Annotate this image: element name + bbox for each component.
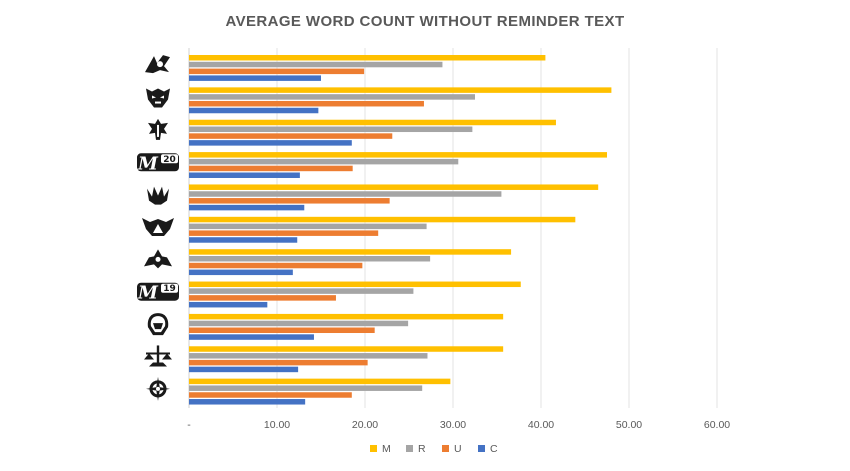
legend-swatch xyxy=(370,445,377,452)
legend-item-c[interactable]: C xyxy=(478,443,498,455)
bar-m-7 xyxy=(189,249,512,255)
bar-r-9 xyxy=(189,320,409,327)
chart-title: AVERAGE WORD COUNT WITHOUT REMINDER TEXT xyxy=(225,13,625,30)
bar-m-11 xyxy=(189,378,451,385)
bar-m-1 xyxy=(189,55,546,61)
bar-c-2 xyxy=(189,107,319,114)
castle-gate-icon xyxy=(144,249,172,269)
x-tick-label: 20.00 xyxy=(352,419,378,431)
bar-u-4 xyxy=(189,165,353,172)
bar-c-7 xyxy=(189,269,293,276)
bar-m-5 xyxy=(189,184,599,190)
legend-label: C xyxy=(490,443,498,455)
legend-item-u[interactable]: U xyxy=(442,443,462,455)
svg-text:19: 19 xyxy=(163,284,176,294)
guild-crest-icon xyxy=(148,118,168,140)
bar-c-5 xyxy=(189,204,305,211)
m20-core-set-icon: M 20 xyxy=(137,153,179,174)
bar-u-5 xyxy=(189,198,390,204)
bar-m-6 xyxy=(189,216,576,223)
x-tick-label: - xyxy=(187,419,191,431)
bar-u-2 xyxy=(189,100,424,107)
bar-m-2 xyxy=(189,87,612,93)
x-tick-label: 60.00 xyxy=(704,419,730,431)
category-icons: M 20 M 19 xyxy=(137,55,179,401)
bar-u-9 xyxy=(189,327,375,334)
bar-c-1 xyxy=(189,75,321,81)
bar-m-9 xyxy=(189,313,504,320)
bar-u-10 xyxy=(189,359,368,366)
x-tick-label: 40.00 xyxy=(528,419,554,431)
bar-c-4 xyxy=(189,172,300,178)
bar-r-5 xyxy=(189,191,502,197)
legend-swatch xyxy=(406,445,413,452)
legend-label: M xyxy=(382,443,391,455)
bar-u-6 xyxy=(189,230,379,236)
bar-c-8 xyxy=(189,301,268,308)
demon-mask-icon xyxy=(146,88,170,108)
bar-r-6 xyxy=(189,223,427,230)
bar-c-6 xyxy=(189,237,298,243)
m19-core-set-icon: M 19 xyxy=(137,282,179,304)
bar-m-4 xyxy=(189,152,607,158)
horned-helm-icon xyxy=(142,218,174,236)
legend-label: U xyxy=(454,443,462,455)
bar-m-10 xyxy=(189,346,504,352)
bar-c-10 xyxy=(189,366,299,373)
x-tick-label: 10.00 xyxy=(264,419,290,431)
bar-u-1 xyxy=(189,68,365,75)
bar-r-8 xyxy=(189,288,414,294)
bar-c-3 xyxy=(189,140,352,146)
legend-item-m[interactable]: M xyxy=(370,443,391,455)
bar-r-7 xyxy=(189,255,431,262)
bar-r-2 xyxy=(189,94,475,100)
bar-c-9 xyxy=(189,334,314,340)
svg-text:M: M xyxy=(137,153,159,174)
bar-r-4 xyxy=(189,158,459,165)
bar-r-10 xyxy=(189,353,428,359)
bar-r-1 xyxy=(189,61,443,68)
bar-u-3 xyxy=(189,133,393,139)
legend-item-r[interactable]: R xyxy=(406,443,426,455)
helmet-visor-icon xyxy=(147,313,169,336)
svg-text:20: 20 xyxy=(163,155,176,165)
bars xyxy=(189,55,612,405)
crown-flame-icon xyxy=(147,186,169,205)
bar-u-11 xyxy=(189,392,352,398)
bar-m-3 xyxy=(189,119,556,126)
svg-text:M: M xyxy=(137,283,159,304)
x-tick-label: 30.00 xyxy=(440,419,466,431)
bar-m-8 xyxy=(189,281,521,288)
bar-u-7 xyxy=(189,262,363,269)
legend-swatch xyxy=(478,445,485,452)
x-axis-tick-labels: - 10.00 20.00 30.00 40.00 50.00 60.00 xyxy=(187,419,730,431)
bar-c-11 xyxy=(189,399,306,405)
balance-scale-icon xyxy=(144,345,172,367)
legend-label: R xyxy=(418,443,426,455)
bar-u-8 xyxy=(189,295,336,301)
bar-r-11 xyxy=(189,385,423,391)
x-tick-label: 50.00 xyxy=(616,419,642,431)
bar-r-3 xyxy=(189,126,473,133)
compass-wheel-icon xyxy=(146,376,170,401)
legend-swatch xyxy=(442,445,449,452)
chevron-flame-icon xyxy=(145,55,170,74)
